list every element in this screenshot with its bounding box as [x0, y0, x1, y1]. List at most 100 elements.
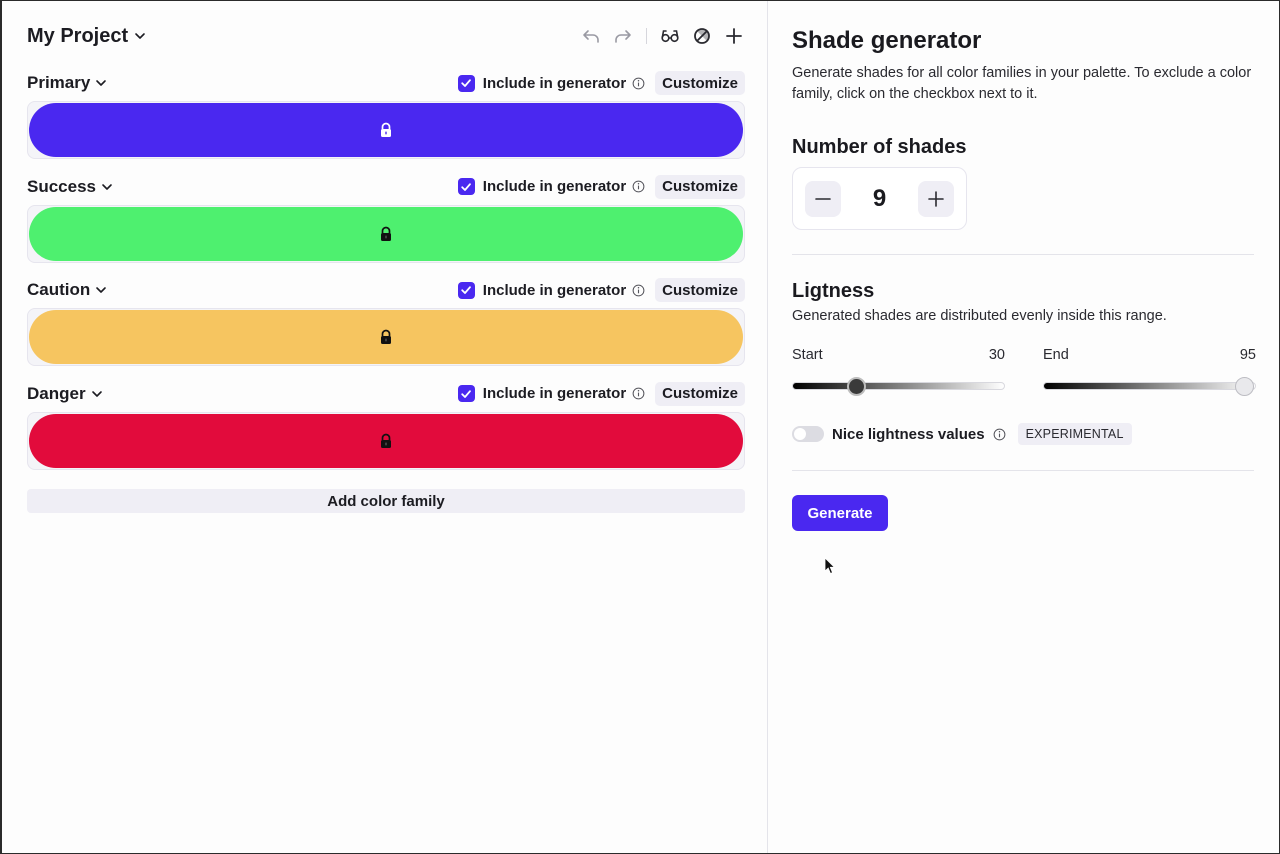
increment-button[interactable] [917, 180, 954, 217]
decrement-button[interactable] [805, 180, 841, 217]
customize-button[interactable]: Customize [655, 174, 745, 199]
family-header: Primary Include in generator Customize [27, 71, 745, 95]
customize-button[interactable]: Customize [655, 381, 745, 406]
include-checkbox[interactable] [457, 178, 475, 195]
end-value: 95 [1239, 347, 1256, 363]
generate-button[interactable]: Generate [792, 495, 888, 531]
start-slider-track[interactable] [792, 377, 1005, 396]
color-swatch[interactable] [29, 413, 743, 468]
family-name-selector[interactable]: Danger [27, 384, 103, 404]
shades-title: Number of shades [792, 136, 967, 158]
project-title: My Project [27, 24, 129, 47]
include-label[interactable]: Include in generator [482, 281, 627, 299]
chevron-down-icon [95, 77, 107, 89]
family-name: Caution [27, 280, 91, 299]
start-value: 30 [988, 347, 1005, 363]
info-icon[interactable] [632, 77, 645, 90]
generator-title: Shade generator [792, 27, 982, 54]
color-family: Caution Include in generator Customize [27, 278, 745, 366]
start-slider: Start 30 [792, 347, 1005, 396]
chevron-down-icon [134, 30, 146, 42]
plus-icon[interactable] [723, 25, 745, 47]
chevron-down-icon [101, 181, 113, 193]
chevron-down-icon [91, 388, 103, 400]
swatch-container [27, 411, 745, 470]
nice-values-row: Nice lightness values EXPERIMENTAL [792, 423, 1132, 445]
color-family: Success Include in generator Customize [27, 174, 745, 263]
check-icon [461, 182, 472, 191]
swatch-container [27, 308, 745, 366]
end-slider-thumb[interactable] [1235, 377, 1255, 396]
lock-icon[interactable] [378, 433, 394, 449]
family-actions: Include in generator Customize [457, 278, 745, 302]
info-icon[interactable] [632, 180, 645, 193]
lock-icon[interactable] [378, 226, 394, 242]
customize-button[interactable]: Customize [655, 278, 745, 302]
family-header: Danger Include in generator Customize [27, 381, 745, 406]
family-header: Caution Include in generator Customize [27, 278, 745, 302]
check-icon [461, 389, 472, 398]
add-color-family-button[interactable]: Add color family [27, 489, 745, 513]
swatch-container [27, 204, 745, 263]
nice-values-toggle[interactable] [792, 426, 824, 442]
include-label[interactable]: Include in generator [482, 178, 627, 195]
color-family: Primary Include in generator Customize [27, 71, 745, 159]
family-actions: Include in generator Customize [457, 71, 745, 95]
plus-icon [928, 190, 944, 207]
project-selector[interactable]: My Project [27, 25, 146, 48]
redo-icon[interactable] [612, 25, 634, 47]
family-name: Danger [27, 383, 86, 403]
shades-value[interactable]: 9 [872, 184, 887, 212]
include-checkbox[interactable] [457, 281, 475, 299]
end-slider-track[interactable] [1043, 377, 1256, 396]
experimental-badge: EXPERIMENTAL [1017, 423, 1132, 445]
lightness-title: Ligtness [792, 280, 875, 302]
mouse-cursor-icon [824, 557, 836, 575]
generator-description: Generate shades for all color families i… [792, 65, 1252, 102]
family-header: Success Include in generator Customize [27, 174, 745, 199]
palette-panel: My Project [2, 1, 768, 853]
include-label[interactable]: Include in generator [482, 385, 627, 402]
end-slider: End 95 [1043, 347, 1256, 396]
section-divider [792, 470, 1254, 471]
family-name-selector[interactable]: Primary [27, 73, 107, 93]
no-entry-icon[interactable] [691, 25, 713, 47]
family-name-selector[interactable]: Success [27, 177, 113, 197]
nice-values-label: Nice lightness values [832, 425, 985, 443]
start-slider-thumb[interactable] [847, 377, 867, 396]
info-icon[interactable] [993, 428, 1006, 441]
toolbar [580, 25, 745, 47]
lightness-description: Generated shades are distributed evenly … [792, 308, 1167, 324]
toolbar-divider [646, 28, 647, 44]
end-label: End [1043, 347, 1069, 363]
swatch-container [27, 101, 745, 159]
check-icon [461, 286, 472, 294]
lock-icon[interactable] [378, 329, 394, 345]
shade-generator-panel: Shade generator Generate shades for all … [768, 1, 1279, 853]
start-label: Start [792, 347, 823, 363]
lock-icon[interactable] [378, 122, 394, 138]
family-name: Success [27, 176, 96, 196]
shades-stepper: 9 [792, 167, 967, 230]
check-icon [461, 79, 472, 87]
chevron-down-icon [95, 284, 107, 296]
color-family: Danger Include in generator Customize [27, 381, 745, 470]
top-bar: My Project [27, 21, 745, 51]
family-name: Primary [27, 73, 91, 92]
customize-button[interactable]: Customize [655, 71, 745, 95]
minus-icon [815, 197, 831, 200]
info-icon[interactable] [632, 284, 645, 297]
include-label[interactable]: Include in generator [482, 74, 627, 92]
include-checkbox[interactable] [457, 385, 475, 402]
include-checkbox[interactable] [457, 74, 475, 92]
color-swatch[interactable] [29, 103, 743, 157]
info-icon[interactable] [632, 387, 645, 400]
glasses-icon[interactable] [659, 25, 681, 47]
family-actions: Include in generator Customize [457, 174, 745, 199]
undo-icon[interactable] [580, 25, 602, 47]
family-name-selector[interactable]: Caution [27, 280, 107, 300]
color-swatch[interactable] [29, 206, 743, 261]
section-divider [792, 254, 1254, 255]
color-swatch[interactable] [29, 310, 743, 364]
